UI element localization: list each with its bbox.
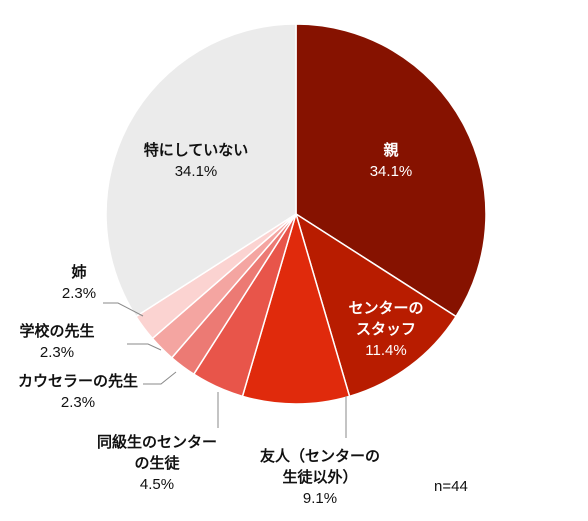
slice-label-text: 親 — [383, 141, 398, 159]
slice-label-text: 同級生のセンター — [97, 433, 217, 451]
slice-label: 特にしていない 34.1% — [144, 141, 249, 180]
leader-line — [143, 371, 177, 385]
slice-label-text: カウセラーの先生 — [18, 372, 138, 390]
slice-label: 友人（センターの生徒以外） 9.1% — [260, 447, 380, 507]
slice-value: 11.4% — [365, 342, 406, 359]
slice-label: 姉 2.3% — [62, 263, 96, 302]
pie-slice — [295, 23, 487, 318]
slice-value: 2.3% — [61, 394, 95, 411]
pie-slice — [105, 23, 297, 318]
slice-label-text: 友人（センターの — [260, 447, 380, 465]
slice-value: 34.1% — [175, 163, 218, 180]
slice-value: 4.5% — [140, 476, 174, 493]
slice-label: センターのスタッフ 11.4% — [348, 299, 423, 359]
slice-label-text: の生徒 — [134, 454, 180, 472]
leader-line — [103, 302, 144, 317]
sample-size-note: n=44 — [434, 478, 468, 495]
leader-line — [127, 343, 162, 351]
slice-label-text: センターの — [348, 299, 423, 317]
slice-label: カウセラーの先生 2.3% — [18, 372, 138, 411]
slice-value: 9.1% — [303, 490, 337, 507]
slice-value: 34.1% — [370, 163, 413, 180]
slice-label-text: スタッフ — [356, 320, 416, 338]
slice-label-text: 生徒以外） — [282, 468, 357, 486]
slice-label: 同級生のセンターの生徒 4.5% — [97, 433, 217, 493]
slice-label-text: 学校の先生 — [19, 322, 94, 340]
slice-labels: 親 34.1% センターのスタッフ 11.4% 友人（センターの生徒以外） 9.1% 同級生… — [18, 141, 424, 507]
slice-label-text: 姉 — [71, 263, 86, 281]
slice-label: 親 34.1% — [370, 141, 413, 180]
slice-label-text: 特にしていない — [144, 141, 249, 159]
slice-value: 2.3% — [62, 285, 96, 302]
pie-slice — [294, 212, 458, 398]
pie-slices — [105, 23, 487, 405]
slice-label: 学校の先生 2.3% — [19, 322, 94, 361]
slice-value: 2.3% — [40, 344, 74, 361]
leader-lines — [103, 302, 347, 438]
